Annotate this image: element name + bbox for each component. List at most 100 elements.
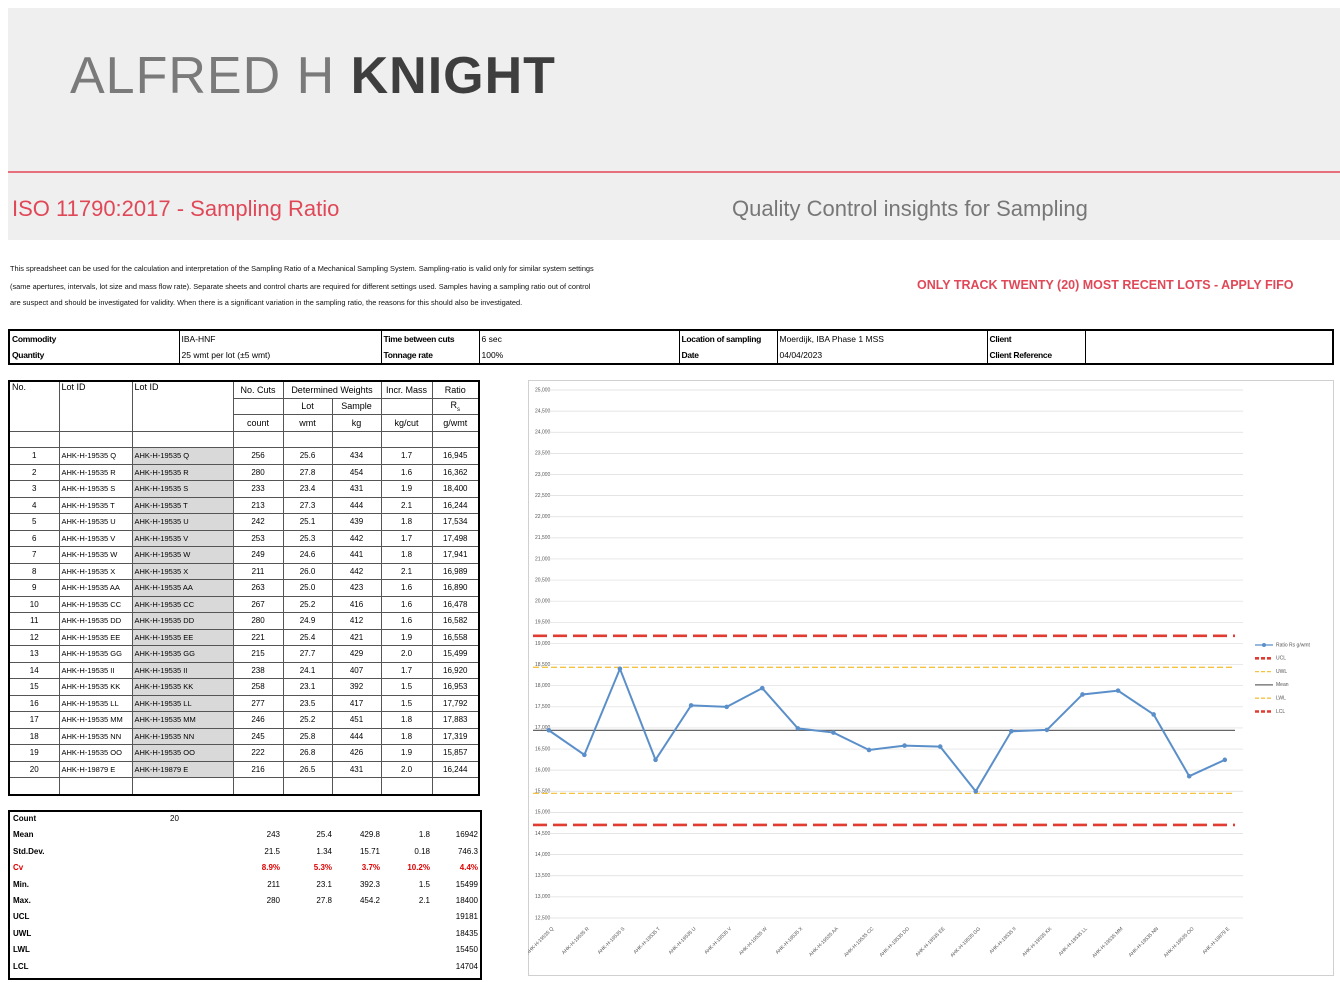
description-line: (same apertures, intervals, lot size and… — [10, 282, 591, 291]
cell: 8 — [8, 562, 60, 580]
stats-label: Count — [13, 814, 37, 823]
cell: 1 — [8, 447, 60, 465]
info-row: Quantity 25 wmt per lot (±5 wmt) Tonnage r… — [8, 347, 1333, 364]
legend-label: Ratio Rs g/wmt — [1276, 642, 1311, 648]
cell: 16,244 — [431, 760, 480, 778]
cell: 1.9 — [380, 628, 433, 646]
cell: 24.1 — [282, 661, 333, 679]
cell: 2.0 — [380, 760, 433, 778]
cell — [8, 777, 60, 795]
unit-cell: wmt — [282, 414, 333, 432]
cell: 25.6 — [282, 447, 333, 465]
series-point — [973, 789, 979, 794]
cell: 16,362 — [431, 463, 480, 481]
cell: 416 — [331, 595, 382, 613]
y-tick-label: 24,000 — [535, 430, 551, 436]
cell: 16,478 — [431, 595, 480, 613]
cell: AHK-H-19535 X — [131, 562, 234, 580]
lot-row: 8 AHK-H-19535 X AHK-H-19535 X 211 26.0 442 2.1… — [8, 562, 480, 580]
chart-frame — [528, 380, 1334, 976]
y-tick-label: 23,000 — [535, 472, 551, 478]
cell: AHK-H-19879 E — [131, 760, 234, 778]
series-point — [1151, 712, 1156, 717]
y-tick-label: 22,500 — [535, 493, 551, 499]
header-band — [8, 8, 1340, 240]
cell: 1.6 — [380, 595, 433, 613]
unit-cell: g/wmt — [431, 414, 480, 432]
cell: 16,989 — [431, 562, 480, 580]
y-tick-label: 18,500 — [535, 662, 551, 668]
cell: 442 — [331, 562, 382, 580]
stats-value: 5.3% — [313, 863, 332, 873]
cell: 233 — [232, 480, 284, 498]
series-point — [1080, 692, 1085, 697]
y-tick-label: 14,000 — [535, 852, 551, 858]
y-tick-label: 16,000 — [535, 767, 551, 773]
y-tick-label: 16,500 — [535, 746, 551, 752]
lot-row: 15 AHK-H-19535 KK AHK-H-19535 KK 258 23.1 392… — [8, 678, 480, 696]
header-cell: No. Cuts — [232, 380, 284, 399]
stats-label: UCL — [13, 912, 30, 922]
info-label: Location of sampling — [678, 330, 777, 347]
cell: AHK-H-19535 R — [131, 463, 234, 481]
info-label: Client — [986, 330, 1085, 347]
cell: 2.1 — [380, 562, 433, 580]
cell: AHK-H-19535 NN — [58, 727, 133, 745]
cell: 1.8 — [380, 727, 433, 745]
stats-value: 20 — [170, 814, 179, 823]
unit-cell: kg — [331, 414, 382, 432]
lots-table: No. Lot ID Lot ID No. Cuts Determined Weight… — [8, 380, 480, 796]
cell: 238 — [232, 661, 284, 679]
cell: AHK-H-19535 U — [58, 513, 133, 531]
info-label: Tonnage rate — [380, 347, 479, 364]
legend-label: LWL — [1276, 696, 1286, 702]
lot-row: 16 AHK-H-19535 LL AHK-H-19535 LL 277 23.5 417… — [8, 694, 480, 712]
lot-row: 5 AHK-H-19535 U AHK-H-19535 U 242 25.1 439 1.8… — [8, 513, 480, 531]
cell: 25.4 — [282, 628, 333, 646]
cell: AHK-H-19535 Q — [131, 447, 234, 465]
stats-value: 25.4 — [316, 830, 332, 840]
header-cell: Lot ID — [58, 380, 133, 432]
lot-row: 4 AHK-H-19535 T AHK-H-19535 T 213 27.3 444 2.1… — [8, 496, 480, 514]
header-cell: No. — [8, 380, 60, 432]
cell: 3 — [8, 480, 60, 498]
series-point — [866, 747, 872, 753]
cell: 12 — [8, 628, 60, 646]
y-tick-label: 18,000 — [535, 683, 551, 689]
unit-cell: kg/cut — [380, 414, 433, 432]
stats-label: Std.Dev. — [13, 846, 45, 856]
cell: 2 — [8, 463, 60, 481]
cell: 1.8 — [380, 711, 433, 729]
y-tick-label: 21,500 — [535, 535, 551, 541]
cell: 16,558 — [431, 628, 480, 646]
y-tick-label: 13,000 — [535, 894, 551, 900]
series-point — [724, 704, 729, 710]
cell: 253 — [232, 529, 284, 547]
stats-value: 211 — [267, 879, 280, 889]
stats-value: 15.71 — [359, 846, 380, 856]
y-tick-label: 12,500 — [535, 915, 551, 921]
cell: 256 — [232, 447, 284, 465]
y-tick-label: 15,500 — [535, 789, 551, 795]
cell: 19 — [8, 744, 60, 762]
stats-value: 0.18 — [414, 846, 430, 856]
cell: AHK-H-19535 V — [131, 529, 234, 547]
series-point — [546, 727, 552, 733]
cell: 277 — [232, 694, 284, 712]
series-point — [582, 752, 587, 758]
logo-light: ALFRED H — [70, 47, 336, 105]
stats-value: 1.5 — [418, 879, 430, 889]
cell: AHK-H-19535 W — [131, 546, 234, 564]
cell: 24.9 — [282, 612, 333, 630]
cell: AHK-H-19535 MM — [58, 711, 133, 729]
stats-value: 14704 — [455, 961, 478, 971]
cell: AHK-H-19535 X — [58, 562, 133, 580]
lot-row: 12 AHK-H-19535 EE AHK-H-19535 EE 221 25.4 421… — [8, 628, 480, 646]
cell: 280 — [232, 463, 284, 481]
cell: AHK-H-19535 T — [131, 496, 234, 514]
cell: 1.6 — [380, 579, 433, 597]
cell: 1.5 — [380, 678, 433, 696]
y-tick-label: 22,000 — [535, 514, 551, 520]
lot-row: 9 AHK-H-19535 AA AHK-H-19535 AA 263 25.0 423 1… — [8, 579, 480, 597]
cell: AHK-H-19535 S — [131, 480, 234, 498]
